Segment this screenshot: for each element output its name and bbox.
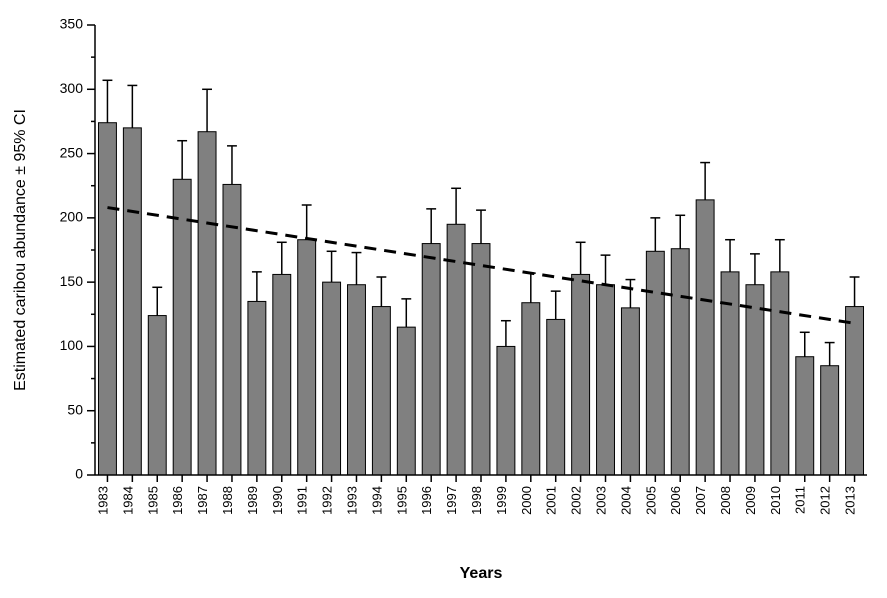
x-tick-label-2006: 2006 — [668, 486, 683, 515]
y-tick-label: 50 — [67, 401, 83, 417]
bar-2007 — [696, 200, 714, 475]
x-tick-label-2002: 2002 — [569, 486, 584, 515]
x-tick-label-1985: 1985 — [145, 486, 160, 515]
bar-1984 — [123, 128, 141, 475]
bar-1999 — [497, 346, 515, 475]
x-tick-label-1997: 1997 — [444, 486, 459, 515]
bar-2011 — [796, 357, 814, 475]
bar-2013 — [846, 307, 864, 475]
x-tick-label-2010: 2010 — [768, 486, 783, 515]
bar-2009 — [746, 285, 764, 475]
bar-2010 — [771, 272, 789, 475]
x-tick-label-1993: 1993 — [344, 486, 359, 515]
y-axis-label: Estimated caribou abundance ± 95% CI — [12, 109, 29, 391]
x-tick-label-2005: 2005 — [643, 486, 658, 515]
x-tick-label-2007: 2007 — [693, 486, 708, 515]
x-tick-label-1988: 1988 — [220, 486, 235, 515]
bar-2012 — [821, 366, 839, 475]
x-tick-label-2008: 2008 — [718, 486, 733, 515]
bar-1994 — [372, 307, 390, 475]
x-tick-label-2004: 2004 — [618, 486, 633, 515]
bar-1987 — [198, 132, 216, 475]
bar-1983 — [98, 123, 116, 475]
x-tick-label-1987: 1987 — [195, 486, 210, 515]
x-tick-label-1989: 1989 — [245, 486, 260, 515]
bar-2003 — [597, 285, 615, 475]
bar-1991 — [298, 240, 316, 475]
x-tick-label-2011: 2011 — [793, 486, 808, 514]
bar-2004 — [621, 308, 639, 475]
y-tick-label: 150 — [60, 273, 84, 289]
y-tick-label: 300 — [60, 80, 84, 96]
x-tick-label-2000: 2000 — [519, 486, 534, 515]
bar-2005 — [646, 251, 664, 475]
chart-container: 0 50 100 150 200 250 300 350 1983 1984 1985 1986 198… — [0, 0, 887, 598]
x-tick-label-1999: 1999 — [494, 486, 509, 515]
bar-1986 — [173, 179, 191, 475]
bar-1989 — [248, 301, 266, 475]
x-tick-label-1994: 1994 — [369, 486, 384, 515]
bar-2006 — [671, 249, 689, 475]
x-tick-label-1990: 1990 — [270, 486, 285, 515]
bar-1992 — [323, 282, 341, 475]
x-tick-label-1998: 1998 — [469, 486, 484, 515]
bar-2001 — [547, 319, 565, 475]
x-tick-label-2013: 2013 — [843, 486, 858, 515]
x-tick-label-1984: 1984 — [120, 486, 135, 515]
x-axis-label: Years — [460, 565, 503, 582]
x-tick-label-2009: 2009 — [743, 486, 758, 515]
y-tick-label: 200 — [60, 209, 84, 225]
bar-1995 — [397, 327, 415, 475]
bar-1996 — [422, 244, 440, 475]
y-tick-label: 100 — [60, 337, 84, 353]
x-tick-label-1983: 1983 — [95, 486, 110, 515]
bar-2002 — [572, 274, 590, 475]
bar-1985 — [148, 316, 166, 475]
x-tick-label-1996: 1996 — [419, 486, 434, 515]
bar-1993 — [348, 285, 366, 475]
bar-2000 — [522, 303, 540, 475]
x-tick-label-1995: 1995 — [394, 486, 409, 515]
x-tick-label-1986: 1986 — [170, 486, 185, 515]
x-tick-label-2001: 2001 — [544, 486, 559, 515]
x-tick-label-1991: 1991 — [295, 486, 310, 515]
x-tick-label-1992: 1992 — [320, 486, 335, 515]
x-tick-label-2003: 2003 — [594, 486, 609, 515]
caribou-abundance-bar-chart: 0 50 100 150 200 250 300 350 1983 1984 1985 1986 198… — [0, 0, 887, 598]
y-tick-label: 250 — [60, 144, 84, 160]
bar-1990 — [273, 274, 291, 475]
bar-1998 — [472, 244, 490, 475]
y-tick-label: 350 — [60, 16, 84, 32]
x-tick-label-2012: 2012 — [818, 486, 833, 515]
y-tick-label: 0 — [75, 466, 83, 482]
